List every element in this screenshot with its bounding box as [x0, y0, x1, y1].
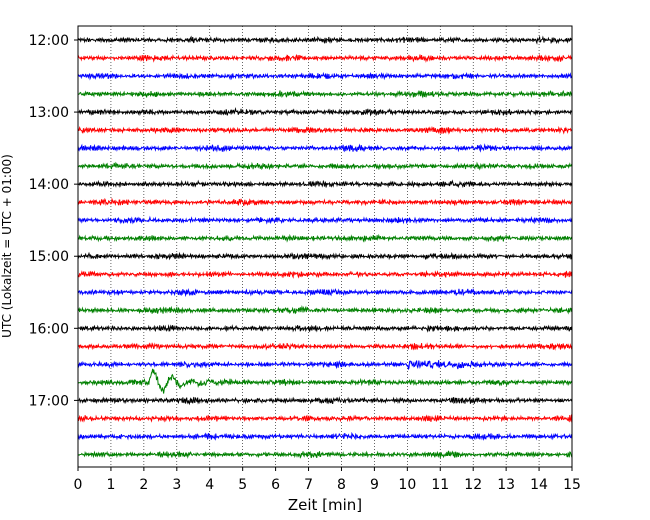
- x-tick-label: 14: [530, 477, 548, 493]
- trace-line: [77, 269, 573, 279]
- trace-line: [77, 359, 573, 371]
- trace-line: [77, 233, 573, 243]
- trace-line: [77, 125, 573, 135]
- trace-line: [77, 342, 573, 351]
- trace-line: [77, 53, 573, 63]
- y-tick-label: 17:00: [29, 393, 69, 409]
- y-tick-label: 15:00: [29, 249, 69, 265]
- x-tick-label: 12: [464, 477, 482, 493]
- y-axis-label: UTC (Lokalzeit = UTC + 01:00): [0, 154, 14, 338]
- trace-line: [77, 287, 573, 298]
- y-tick-label: 12:00: [29, 33, 69, 49]
- x-tick-label: 6: [271, 477, 280, 493]
- x-tick-label: 7: [304, 477, 313, 493]
- x-tick-label: 15: [563, 477, 581, 493]
- x-axis-label: Zeit [min]: [288, 496, 362, 514]
- x-tick-label: 0: [74, 477, 83, 493]
- trace-line: [77, 324, 573, 333]
- x-tick-label: 9: [370, 477, 379, 493]
- trace-layer: [77, 35, 573, 459]
- x-tick-label: 4: [205, 477, 214, 493]
- x-tick-label: 8: [337, 477, 346, 493]
- trace-line: [77, 161, 573, 171]
- trace-line: [77, 414, 573, 423]
- trace-line: [77, 396, 573, 406]
- y-tick-label: 16:00: [29, 321, 69, 337]
- x-tick-label: 10: [398, 477, 416, 493]
- trace-line: [77, 106, 573, 117]
- plot-frame: [77, 25, 573, 468]
- trace-line: [77, 368, 573, 394]
- trace-line: [77, 251, 573, 261]
- trace-line: [77, 305, 573, 315]
- x-tick-label: 11: [431, 477, 449, 493]
- x-tick-label: 3: [172, 477, 181, 493]
- trace-line: [77, 431, 573, 441]
- y-tick-label: 13:00: [29, 105, 69, 121]
- trace-line: [77, 89, 573, 99]
- trace-line: [77, 450, 573, 459]
- x-tick-label: 13: [497, 477, 515, 493]
- y-tick-label: 14:00: [29, 177, 69, 193]
- x-tick-label: 2: [139, 477, 148, 493]
- x-tick-label: 1: [106, 477, 115, 493]
- trace-line: [77, 35, 573, 45]
- trace-line: [77, 143, 573, 153]
- trace-line: [77, 197, 573, 207]
- axis-layer: 0 1 2 3 4 5 6 7 8 9 10 11 12 13 14 1512:0013:0014:0015:…: [29, 33, 581, 493]
- x-tick-label: 5: [238, 477, 247, 493]
- trace-line: [77, 71, 573, 81]
- trace-line: [77, 179, 573, 189]
- trace-line: [77, 215, 573, 225]
